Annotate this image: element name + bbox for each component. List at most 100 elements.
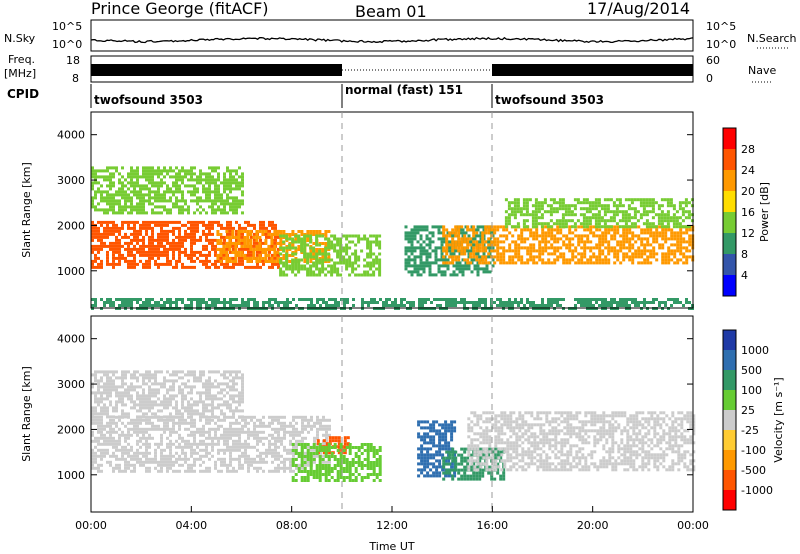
power-cell <box>458 264 462 268</box>
power-cell <box>664 301 667 304</box>
velocity-cell <box>295 427 298 431</box>
power-cell <box>124 235 127 239</box>
power-cell <box>327 237 331 241</box>
power-cell <box>109 220 112 224</box>
power-cell <box>199 235 202 239</box>
power-cell <box>330 270 334 274</box>
velocity-cell <box>133 427 136 431</box>
power-cell <box>552 198 556 202</box>
velocity-cell <box>304 463 307 467</box>
power-cell <box>184 247 187 251</box>
power-cell <box>264 257 268 260</box>
velocity-cell <box>220 418 223 422</box>
power-cell <box>157 223 160 227</box>
power-cell <box>214 169 217 173</box>
velocity-cell <box>226 433 229 437</box>
velocity-cell <box>94 406 97 410</box>
velocity-cell <box>166 454 169 458</box>
power-cell <box>517 252 521 256</box>
velocity-cell <box>106 424 109 428</box>
velocity-cell <box>100 394 103 398</box>
velocity-cell <box>127 466 130 470</box>
power-cell <box>616 252 620 256</box>
power-cell <box>517 234 521 238</box>
power-cell <box>172 253 175 257</box>
power-cell <box>532 304 535 307</box>
power-cell <box>160 169 163 173</box>
power-cell <box>663 216 667 220</box>
power-cell <box>193 226 196 230</box>
power-cell <box>642 201 646 205</box>
power-cell <box>91 184 94 188</box>
velocity-cell <box>103 451 106 455</box>
power-cell <box>688 243 692 247</box>
velocity-cell <box>115 454 118 458</box>
velocity-cell <box>226 463 229 467</box>
power-cell <box>570 213 574 217</box>
velocity-cell <box>145 403 148 407</box>
power-cell <box>94 256 97 260</box>
power-cell <box>499 234 503 238</box>
power-cell <box>121 304 124 307</box>
velocity-cell <box>292 427 295 431</box>
power-cell <box>676 234 680 238</box>
power-cell <box>619 246 623 250</box>
velocity-cell <box>100 463 103 467</box>
power-cell <box>268 223 271 227</box>
power-cell <box>658 246 662 250</box>
power-cell <box>451 240 455 244</box>
power-cell <box>190 193 193 197</box>
power-cell <box>603 213 607 217</box>
velocity-cell <box>316 454 319 458</box>
power-cell <box>271 244 274 248</box>
velocity-cell <box>97 418 100 422</box>
power-cell <box>190 241 193 245</box>
velocity-cell <box>160 433 163 437</box>
velocity-cell <box>247 454 250 458</box>
power-cell <box>145 244 148 248</box>
velocity-cell <box>127 430 130 434</box>
velocity-cell <box>226 466 229 470</box>
power-cell <box>223 301 226 304</box>
power-cell <box>97 208 100 212</box>
power-cell <box>473 243 477 247</box>
velocity-cell <box>235 439 238 443</box>
power-cell <box>232 247 235 251</box>
power-cell <box>541 231 545 235</box>
power-cell <box>316 301 319 304</box>
power-cell <box>565 237 569 241</box>
power-cell <box>519 213 523 217</box>
power-cell <box>634 249 638 253</box>
velocity-cell <box>154 394 157 398</box>
velocity-cell <box>172 382 175 386</box>
velocity-cell <box>205 430 208 434</box>
power-cell <box>226 211 229 215</box>
velocity-cell <box>322 427 325 431</box>
power-cell <box>562 261 566 265</box>
power-cell <box>419 267 423 271</box>
power-cell <box>449 249 453 253</box>
power-cell <box>145 175 148 179</box>
power-cell <box>372 258 376 262</box>
power-cell <box>538 252 542 256</box>
power-cell <box>217 172 220 176</box>
power-cell <box>187 235 190 239</box>
velocity-cell <box>244 421 247 425</box>
power-cell <box>425 264 429 268</box>
power-cell <box>586 234 590 238</box>
power-cell <box>357 255 361 259</box>
power-cell <box>580 234 584 238</box>
power-cell <box>676 237 680 241</box>
velocity-cell <box>121 379 124 383</box>
power-cell <box>516 201 520 205</box>
power-cell <box>151 220 154 224</box>
velocity-cell <box>136 379 139 383</box>
power-cell <box>583 243 587 247</box>
power-cell <box>442 234 446 238</box>
power-cell <box>315 237 319 241</box>
power-cell <box>610 301 613 304</box>
velocity-cell <box>118 439 121 443</box>
power-cell <box>256 253 259 257</box>
power-cell <box>199 199 202 203</box>
power-cell <box>685 246 689 250</box>
